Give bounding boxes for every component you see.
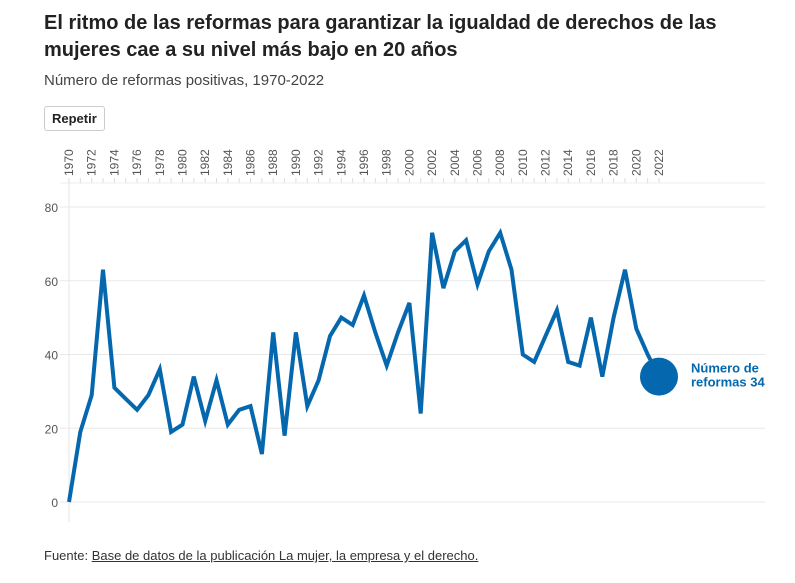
x-tick-label: 2008 <box>493 149 507 176</box>
x-tick-label: 1974 <box>107 149 121 176</box>
x-tick-label: 2012 <box>539 149 553 176</box>
y-tick-label: 40 <box>45 349 59 363</box>
x-tick-label: 1996 <box>357 149 371 176</box>
source-prefix: Fuente: <box>44 548 92 563</box>
x-tick-label: 2006 <box>470 149 484 176</box>
x-tick-label: 2016 <box>584 149 598 176</box>
y-tick-label: 80 <box>45 201 59 215</box>
x-tick-label: 2020 <box>629 149 643 176</box>
annotation-label-line1: Número de <box>691 361 759 376</box>
annotation-label-line2: reformas 34 <box>691 375 765 390</box>
source-link[interactable]: Base de datos de la publicación La mujer… <box>91 548 479 563</box>
x-tick-label: 1988 <box>266 149 280 176</box>
y-tick-label: 20 <box>45 422 59 436</box>
x-tick-label: 1970 <box>62 149 76 176</box>
x-tick-label: 2010 <box>516 149 530 176</box>
replay-button[interactable]: Repetir <box>44 106 105 131</box>
x-tick-label: 1980 <box>175 149 189 176</box>
series-line <box>67 227 661 503</box>
chart-subtitle: Número de reformas positivas, 1970-2022 <box>44 72 325 89</box>
x-tick-label: 2018 <box>607 149 621 176</box>
x-tick-label: 1994 <box>334 149 348 176</box>
last-point-marker <box>640 357 678 396</box>
x-tick-label: 2022 <box>652 149 666 176</box>
source-note: Fuente: Base de datos de la publicación … <box>44 548 478 563</box>
x-tick-label: 1990 <box>289 149 303 176</box>
x-tick-label: 2000 <box>402 149 416 176</box>
x-tick-label: 2014 <box>561 149 575 176</box>
x-tick-label: 1986 <box>244 149 258 176</box>
chart-title: El ritmo de las reformas para garantizar… <box>44 12 717 61</box>
x-tick-label: 1992 <box>312 149 326 176</box>
x-tick-label: 1982 <box>198 149 212 176</box>
x-tick-label: 1976 <box>130 149 144 176</box>
x-tick-label: 1978 <box>153 149 167 176</box>
x-tick-label: 2004 <box>448 149 462 176</box>
y-tick-label: 0 <box>51 496 58 510</box>
y-tick-label: 60 <box>45 275 59 289</box>
x-tick-label: 1998 <box>380 149 394 176</box>
x-tick-label: 1972 <box>85 149 99 176</box>
x-tick-label: 1984 <box>221 149 235 176</box>
x-tick-label: 2002 <box>425 149 439 176</box>
